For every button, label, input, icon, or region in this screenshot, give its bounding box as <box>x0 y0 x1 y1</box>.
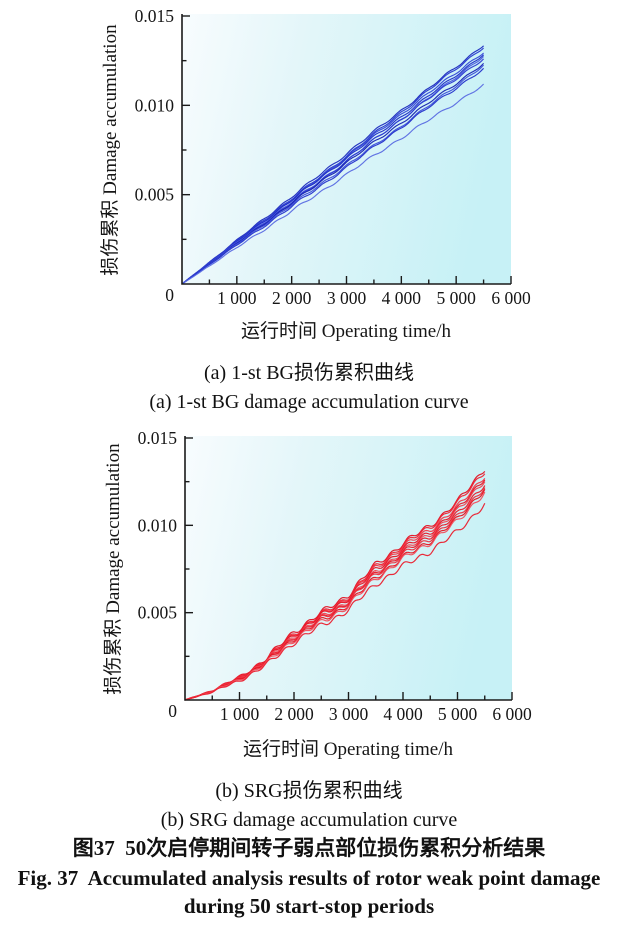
damage-curve <box>184 502 486 701</box>
damage-curve <box>181 67 485 285</box>
y-tick-label: 0.015 <box>135 6 175 26</box>
y-tick-label: 0.005 <box>135 185 175 205</box>
x-tick-label: 6 000 <box>491 288 531 308</box>
damage-curve <box>184 491 486 701</box>
figure-caption-zh: 图37 50次启停期间转子弱点部位损伤累积分析结果 <box>72 836 546 860</box>
subcaption-a-zh: (a) 1-st BG损伤累积曲线 <box>204 362 414 384</box>
x-tick-label: 1 000 <box>217 288 257 308</box>
subcaption-a-en: (a) 1-st BG damage accumulation curve <box>149 391 469 413</box>
chart-a-y-axis-title: 损伤累积 Damage accumulation <box>99 24 121 276</box>
x-tick-label: 5 000 <box>438 704 478 724</box>
subcaption-b-zh: (b) SRG损伤累积曲线 <box>215 780 403 802</box>
y-tick-label: 0.010 <box>135 95 175 115</box>
y-tick-label: 0.005 <box>138 603 178 623</box>
chart-a-canvas: 1 000 2 000 3 000 4 000 5 000 6 000 0.005 0.010… <box>99 6 531 342</box>
x-tick-label: 5 000 <box>436 288 476 308</box>
y-tick-label: 0.010 <box>138 515 178 535</box>
x-tick-label: 3 000 <box>329 704 369 724</box>
x-tick-label: 4 000 <box>383 704 423 724</box>
chart-b-plot-group: 1 000 2 000 3 000 4 000 5 000 6 000 0.005 0.010… <box>138 428 532 724</box>
chart-b-y-axis-title: 损伤累积 Damage accumulation <box>102 443 124 695</box>
plot-background <box>182 14 511 284</box>
damage-curve <box>181 64 485 285</box>
subcaption-b-en: (b) SRG damage accumulation curve <box>160 809 458 831</box>
x-tick-label: 3 000 <box>327 288 367 308</box>
chart-a-plot-group: 1 000 2 000 3 000 4 000 5 000 6 000 0.005 0.010… <box>135 6 531 308</box>
x-tick-label: 1 000 <box>220 704 260 724</box>
x-tick-label: 6 000 <box>492 704 532 724</box>
damage-curve <box>181 83 484 285</box>
chart-b-x-axis-title: 运行时间 Operating time/h <box>243 738 454 760</box>
x-tick-label: 2 000 <box>274 704 314 724</box>
figure-caption-en-line2: during 50 start-stop periods <box>183 894 435 918</box>
origin-tick-label: 0 <box>165 285 174 305</box>
chart-b-canvas: 1 000 2 000 3 000 4 000 5 000 6 000 0.005 0.010… <box>102 428 532 760</box>
chart-a-x-axis-title: 运行时间 Operating time/h <box>241 320 452 342</box>
origin-tick-label: 0 <box>168 701 177 721</box>
x-tick-label: 4 000 <box>382 288 422 308</box>
plot-background <box>185 436 512 700</box>
x-tick-label: 2 000 <box>272 288 312 308</box>
figure-caption-en-line1: Fig. 37 Accumulated analysis results of … <box>17 866 601 890</box>
y-tick-label: 0.015 <box>138 428 178 448</box>
